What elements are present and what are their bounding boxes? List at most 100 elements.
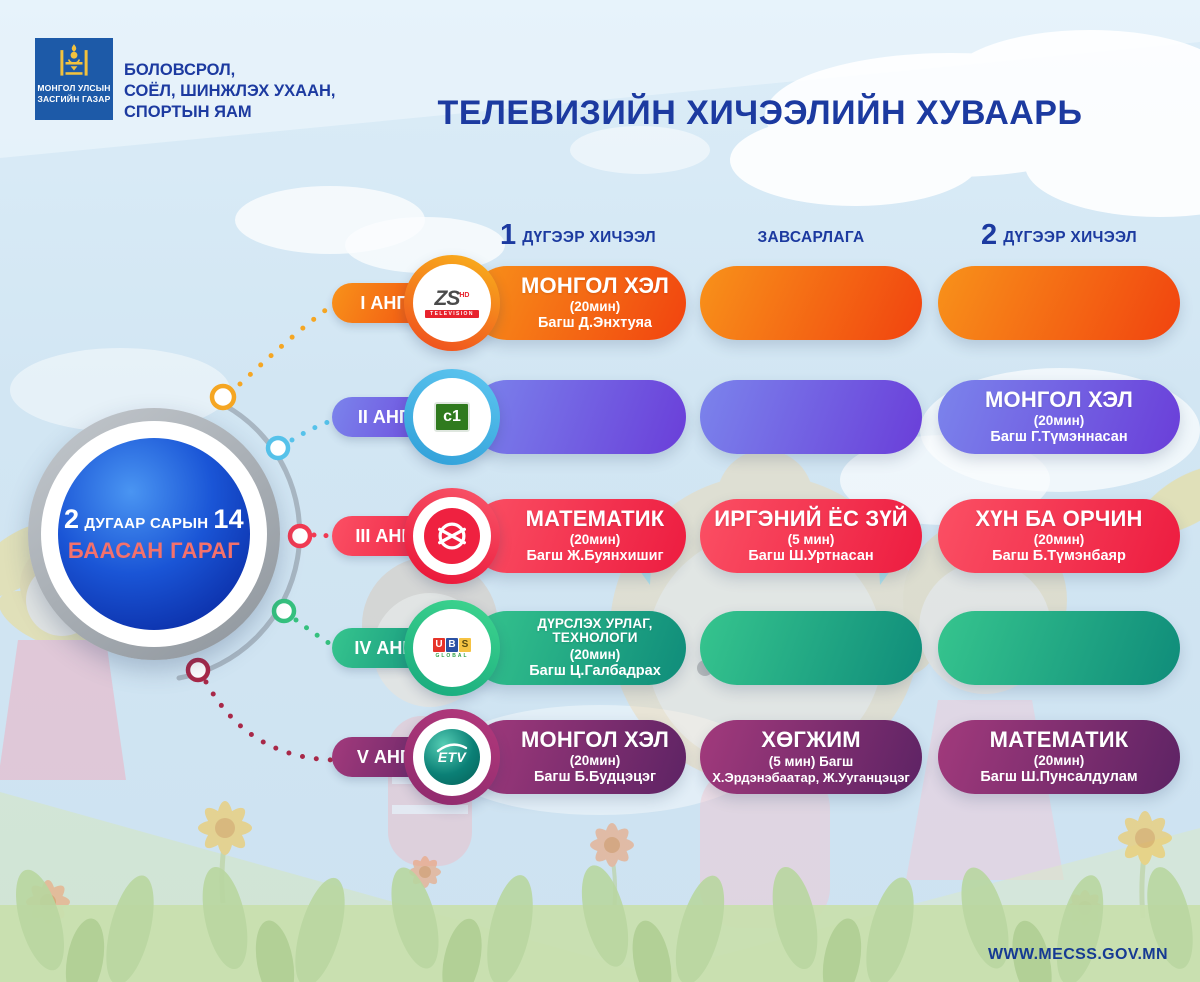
soyombo-icon bbox=[60, 44, 88, 76]
break-pill: ХӨГЖИМ (5 мин) Багш Х.Эрдэнэбаатар, Ж.Уу… bbox=[700, 720, 922, 794]
ministry-line1: БОЛОВСРОЛ, bbox=[124, 61, 236, 79]
lesson1-pill: МОНГОЛ ХЭЛ (20мин) Багш Б.Будцэцэг bbox=[470, 720, 686, 794]
lesson1-pill: ДҮРСЛЭХ УРЛАГ, ТЕХНОЛОГИ (20мин) Багш Ц.… bbox=[470, 611, 686, 685]
schedule-row-grade4: IV АНГИ U B S GLOBAL ДҮРСЛЭХ УРЛАГ, ТЕХН… bbox=[0, 600, 1200, 696]
etv-logo-icon: ETV bbox=[424, 729, 480, 785]
page-title: ТЕЛЕВИЗИЙН ХИЧЭЭЛИЙН ХУВААРЬ bbox=[437, 94, 1083, 132]
lesson2-pill: ХҮН БА ОРЧИН (20мин) Багш Б.Түмэнбаяр bbox=[938, 499, 1180, 573]
break-pill-empty bbox=[700, 380, 922, 454]
gov-caption-line1: МОНГОЛ УЛСЫН bbox=[37, 83, 111, 93]
lesson2-pill-empty bbox=[938, 266, 1180, 340]
sky-light-band bbox=[0, 0, 1200, 158]
lesson-duration: (20мин) bbox=[569, 299, 621, 315]
weekday-label: БААСАН ГАРАГ bbox=[67, 538, 241, 563]
schedule-row-grade5: V АНГИ ETV МОНГОЛ ХЭЛ (20мин) Багш Б.Буд… bbox=[0, 709, 1200, 805]
ministry-name: БОЛОВСРОЛ, СОЁЛ, ШИНЖЛЭХ УХААН, СПОРТЫН … bbox=[124, 60, 336, 123]
channel-badge-inner: ETV bbox=[413, 718, 491, 796]
lesson-title: ХҮН БА ОРЧИН bbox=[975, 505, 1143, 531]
gray-arc bbox=[176, 403, 303, 681]
government-logo-caption: МОНГОЛ УЛСЫН ЗАСГИЙН ГАЗАР bbox=[37, 83, 110, 104]
lesson-title: МОНГОЛ ХЭЛ bbox=[521, 272, 669, 298]
column-header-break: ЗАВСАРЛАГА bbox=[700, 212, 922, 258]
lesson1-label: ДҮГЭЭР ХИЧЭЭЛ bbox=[522, 229, 656, 246]
ubs-subtext: GLOBAL bbox=[435, 652, 469, 659]
ubs-global-logo-icon: U B S GLOBAL bbox=[433, 637, 471, 659]
channel-badge-inner: c1 bbox=[413, 378, 491, 456]
c1-television-logo-icon: c1 bbox=[434, 402, 470, 432]
lesson-teacher: Багш Г.Түмэннасан bbox=[990, 429, 1128, 446]
schedule-row-grade1: I АНГИ ZSHD TELEVISION МОНГОЛ ХЭЛ (20мин… bbox=[0, 255, 1200, 351]
crossed-circle-tv-logo-icon bbox=[424, 508, 480, 564]
etv-logo-text: ETV bbox=[437, 749, 467, 765]
lesson-title: МОНГОЛ ХЭЛ bbox=[521, 726, 669, 752]
break-duration: (5 мин) bbox=[787, 532, 835, 548]
channel-badge: ZSHD TELEVISION bbox=[404, 255, 500, 351]
lesson-title: МОНГОЛ ХЭЛ bbox=[985, 386, 1133, 412]
lesson-duration: (20мин) bbox=[1033, 532, 1085, 548]
column-header-lesson2: 2 ДҮГЭЭР ХИЧЭЭЛ bbox=[938, 212, 1180, 258]
lesson-duration: (20мин) bbox=[569, 753, 621, 769]
date-line: 2 ДУГААР САРЫН 14 bbox=[64, 504, 244, 535]
lesson1-pill: МАТЕМАТИК (20мин) Багш Ж.Буянхишиг bbox=[470, 499, 686, 573]
channel-badge-inner bbox=[413, 497, 491, 575]
lesson2-label: ДҮГЭЭР ХИЧЭЭЛ bbox=[1003, 229, 1137, 246]
break-teacher: Х.Эрдэнэбаатар, Ж.Ууганцэцэг bbox=[712, 769, 910, 785]
government-logo: МОНГОЛ УЛСЫН ЗАСГИЙН ГАЗАР bbox=[35, 38, 113, 120]
date-badge-white-ring: 2 ДУГААР САРЫН 14 БААСАН ГАРАГ bbox=[41, 421, 267, 647]
lesson2-pill-empty bbox=[938, 611, 1180, 685]
date-badge-blue-disc: 2 ДУГААР САРЫН 14 БААСАН ГАРАГ bbox=[58, 438, 250, 630]
month-text: ДУГААР САРЫН bbox=[84, 515, 209, 532]
website-url: WWW.MECSS.GOV.MN bbox=[987, 946, 1168, 963]
break-title: ИРГЭНИЙ ЁС ЗҮЙ bbox=[714, 505, 908, 531]
grass-group bbox=[0, 865, 1200, 982]
column-header-lesson1: 1 ДҮГЭЭР ХИЧЭЭЛ bbox=[470, 212, 686, 258]
channel-badge: ETV bbox=[404, 709, 500, 805]
day-number: 14 bbox=[213, 504, 244, 534]
break-pill: ИРГЭНИЙ ЁС ЗҮЙ (5 мин) Багш Ш.Уртнасан bbox=[700, 499, 922, 573]
lesson2-number: 2 bbox=[981, 218, 998, 251]
lesson-title: МАТЕМАТИК bbox=[989, 726, 1129, 752]
connector-rings bbox=[185, 383, 313, 683]
gov-caption-line2: ЗАСГИЙН ГАЗАР bbox=[37, 93, 111, 104]
schedule-row-grade3: III АНГИ МАТЕМАТИК (20мин) Багш Ж.Буянхи… bbox=[0, 488, 1200, 584]
dotted-trails bbox=[203, 301, 343, 763]
lesson-duration: (20мин) bbox=[1033, 753, 1085, 769]
ministry-line3: СПОРТЫН ЯАМ bbox=[124, 103, 252, 122]
lesson-duration: (20мин) bbox=[569, 532, 621, 548]
date-badge: 2 ДУГААР САРЫН 14 БААСАН ГАРАГ bbox=[28, 408, 280, 660]
lesson-title: ДҮРСЛЭХ УРЛАГ, ТЕХНОЛОГИ bbox=[537, 616, 653, 645]
lesson-teacher: Багш Ж.Буянхишиг bbox=[526, 548, 664, 565]
lesson2-pill: МАТЕМАТИК (20мин) Багш Ш.Пунсалдулам bbox=[938, 720, 1180, 794]
lesson-title: МАТЕМАТИК bbox=[525, 505, 665, 531]
zs-logo-text: ZSHD bbox=[434, 287, 470, 310]
month-number: 2 bbox=[64, 504, 80, 534]
lesson-teacher: Багш Ц.Галбадрах bbox=[529, 662, 661, 679]
lesson1-number: 1 bbox=[500, 218, 517, 251]
lesson1-pill-empty bbox=[470, 380, 686, 454]
break-teacher: Багш Ш.Уртнасан bbox=[748, 548, 874, 565]
channel-badge: U B S GLOBAL bbox=[404, 600, 500, 696]
lesson-teacher: Багш Ш.Пунсалдулам bbox=[980, 769, 1138, 786]
lesson1-pill: МОНГОЛ ХЭЛ (20мин) Багш Д.Энхтуяа bbox=[470, 266, 686, 340]
channel-badge: c1 bbox=[404, 369, 500, 465]
channel-badge-inner: U B S GLOBAL bbox=[413, 609, 491, 687]
break-duration: (5 мин) Багш bbox=[768, 753, 854, 769]
break-title: ХӨГЖИМ bbox=[761, 727, 861, 753]
lesson-teacher: Багш Д.Энхтуяа bbox=[538, 315, 652, 332]
channel-badge-inner: ZSHD TELEVISION bbox=[413, 264, 491, 342]
break-label: ЗАВСАРЛАГА bbox=[757, 229, 865, 246]
channel-badge bbox=[404, 488, 500, 584]
ubs-letters: U B S bbox=[433, 637, 471, 652]
lesson-duration: (20мин) bbox=[1033, 413, 1085, 429]
break-pill-empty bbox=[700, 266, 922, 340]
schedule-row-grade2: II АНГИ c1 МОНГОЛ ХЭЛ (20мин) Багш Г.Түм… bbox=[0, 369, 1200, 465]
zs-television-logo-icon: ZSHD TELEVISION bbox=[425, 288, 479, 318]
lesson2-pill: МОНГОЛ ХЭЛ (20мин) Багш Г.Түмэннасан bbox=[938, 380, 1180, 454]
lesson-teacher: Багш Б.Түмэнбаяр bbox=[992, 548, 1126, 565]
lesson-teacher: Багш Б.Будцэцэг bbox=[533, 769, 657, 786]
lesson-duration: (20мин) bbox=[569, 646, 621, 662]
ministry-line2: СОЁЛ, ШИНЖЛЭХ УХААН, bbox=[124, 82, 336, 101]
break-pill-empty bbox=[700, 611, 922, 685]
